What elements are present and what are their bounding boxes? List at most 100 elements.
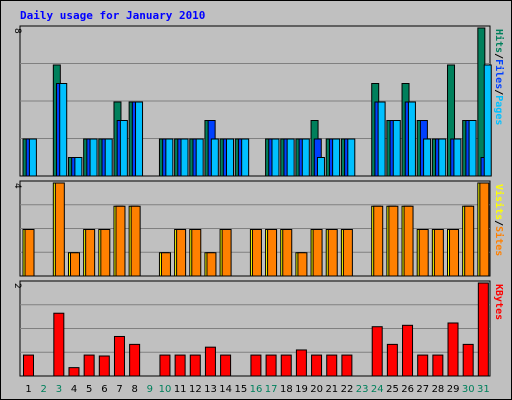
bar-kbytes-day-29 xyxy=(447,322,459,377)
bar-sites-day-10 xyxy=(160,252,171,277)
x-tick-label: 18 xyxy=(280,384,293,395)
bar-pages-day-17 xyxy=(271,138,280,177)
bar-pages-day-1 xyxy=(28,138,37,177)
legend-item-visits: Visits xyxy=(493,184,505,220)
legend-item-hits: Hits xyxy=(493,29,505,53)
panel-hits-files-pages: 8 Hits/Files/Pages xyxy=(12,25,505,177)
x-tick-label: 6 xyxy=(101,384,107,395)
legend-hits-files-pages: Hits/Files/Pages xyxy=(493,29,505,125)
bar-sites-day-22 xyxy=(342,229,353,277)
bar-pages-day-30 xyxy=(468,120,477,177)
bar-kbytes-day-31 xyxy=(477,282,489,377)
x-tick-label: 19 xyxy=(295,384,308,395)
bar-kbytes-day-5 xyxy=(83,354,95,377)
x-tick-label: 13 xyxy=(204,384,217,395)
bar-kbytes-day-4 xyxy=(68,367,80,377)
bar-pages-day-19 xyxy=(301,138,310,177)
bar-sites-day-26 xyxy=(403,205,414,277)
bar-sites-day-30 xyxy=(464,205,475,277)
chart-title: Daily usage for January 2010 xyxy=(20,9,205,22)
bar-kbytes-day-13 xyxy=(204,346,216,377)
bar-pages-day-24 xyxy=(377,101,386,177)
bar-pages-day-13 xyxy=(210,138,219,177)
x-tick-label: 28 xyxy=(432,384,445,395)
bar-pages-day-29 xyxy=(453,138,462,177)
y-max-label: 2 xyxy=(12,283,22,289)
x-tick-label: 9 xyxy=(147,384,153,395)
x-tick-label: 22 xyxy=(341,384,354,395)
bar-pages-day-10 xyxy=(165,138,174,177)
bar-sites-day-25 xyxy=(388,205,399,277)
bar-pages-day-11 xyxy=(180,138,189,177)
bar-kbytes-day-30 xyxy=(462,343,474,377)
bar-pages-day-14 xyxy=(225,138,234,177)
x-tick-label: 17 xyxy=(265,384,278,395)
bar-pages-day-6 xyxy=(104,138,113,177)
x-tick-label: 25 xyxy=(386,384,399,395)
x-tick-label: 1 xyxy=(25,384,31,395)
bar-sites-day-20 xyxy=(312,229,323,277)
x-tick-label: 16 xyxy=(250,384,263,395)
bar-kbytes-day-3 xyxy=(53,312,65,377)
bar-sites-day-31 xyxy=(479,182,490,277)
bar-sites-day-14 xyxy=(221,229,232,277)
bar-kbytes-day-11 xyxy=(174,354,186,377)
x-tick-label: 14 xyxy=(219,384,232,395)
bar-kbytes-day-1 xyxy=(23,354,34,377)
x-tick-label: 29 xyxy=(447,384,460,395)
bar-sites-day-19 xyxy=(297,252,308,277)
bar-pages-day-18 xyxy=(286,138,295,177)
bar-sites-day-29 xyxy=(449,229,460,277)
bar-sites-day-13 xyxy=(206,252,217,277)
bar-kbytes-day-14 xyxy=(220,354,232,377)
bar-sites-day-27 xyxy=(418,229,429,277)
x-tick-label: 15 xyxy=(234,384,247,395)
bar-pages-day-20 xyxy=(316,157,325,177)
bar-kbytes-day-10 xyxy=(159,354,171,377)
legend-item-kbytes: KBytes xyxy=(493,284,504,320)
bar-kbytes-day-24 xyxy=(371,326,383,377)
legend-kbytes: KBytes xyxy=(493,284,504,320)
bar-sites-day-18 xyxy=(282,229,293,277)
x-tick-label: 24 xyxy=(371,384,384,395)
x-tick-label: 23 xyxy=(356,384,369,395)
bar-pages-day-25 xyxy=(392,120,401,177)
bar-kbytes-day-28 xyxy=(432,354,444,377)
bar-kbytes-day-21 xyxy=(326,354,338,377)
x-tick-label: 20 xyxy=(310,384,323,395)
bar-pages-day-15 xyxy=(241,138,250,177)
x-tick-label: 10 xyxy=(159,384,172,395)
legend-separator: / xyxy=(493,53,504,59)
bar-kbytes-day-25 xyxy=(386,343,398,377)
bar-sites-day-8 xyxy=(130,205,141,277)
bar-kbytes-day-6 xyxy=(98,355,110,377)
bar-pages-day-12 xyxy=(195,138,204,177)
x-tick-label: 2 xyxy=(41,384,47,395)
panel-kbytes: 2 KBytes xyxy=(12,280,504,377)
legend-separator: / xyxy=(493,220,504,226)
bar-kbytes-day-18 xyxy=(280,354,292,377)
x-tick-label: 8 xyxy=(132,384,138,395)
legend-separator: / xyxy=(493,89,504,95)
legend-visits-sites: Visits/Sites xyxy=(493,184,505,256)
x-tick-label: 11 xyxy=(174,384,187,395)
bar-sites-day-3 xyxy=(54,182,65,277)
bar-kbytes-day-26 xyxy=(402,324,414,377)
bar-sites-day-7 xyxy=(115,205,126,277)
x-tick-label: 5 xyxy=(86,384,92,395)
panel-visits-sites: 4 Visits/Sites xyxy=(12,180,505,277)
bar-kbytes-day-7 xyxy=(113,335,125,377)
bar-pages-day-22 xyxy=(347,138,356,177)
bar-sites-day-11 xyxy=(176,229,187,277)
bar-sites-day-28 xyxy=(433,229,444,277)
bar-kbytes-day-22 xyxy=(341,354,353,377)
x-tick-label: 4 xyxy=(71,384,77,395)
legend-item-files: Files xyxy=(493,59,505,89)
bar-pages-day-28 xyxy=(438,138,447,177)
bar-sites-day-6 xyxy=(100,229,111,277)
bar-pages-day-5 xyxy=(89,138,98,177)
bar-kbytes-day-17 xyxy=(265,354,277,377)
bar-pages-day-3 xyxy=(59,83,68,177)
